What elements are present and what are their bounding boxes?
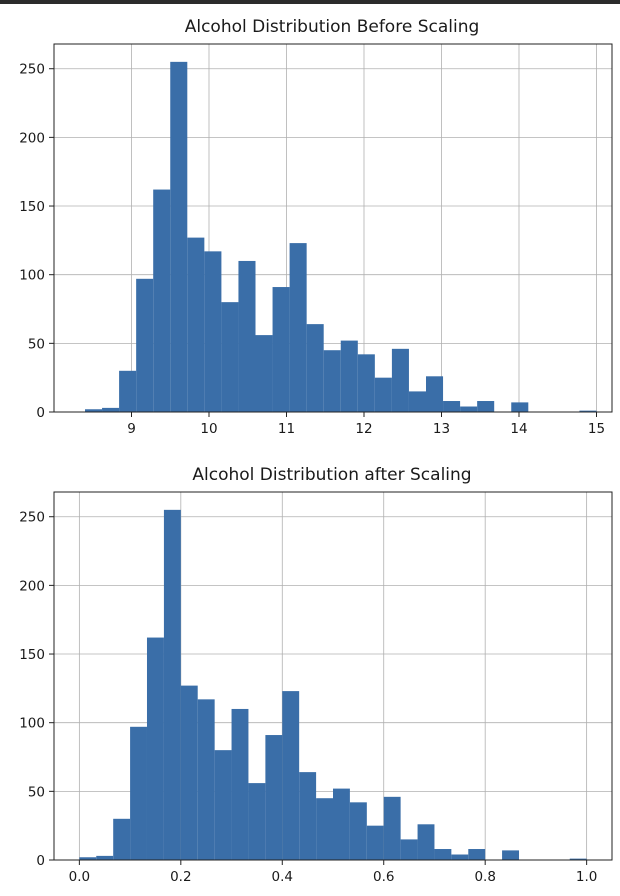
histogram-bar-after <box>113 818 131 860</box>
y-tick-label: 0 <box>36 405 45 421</box>
histogram-bar-before <box>391 348 409 412</box>
x-tick-label: 12 <box>355 421 372 437</box>
histogram-bar-after <box>502 850 520 860</box>
window-top-bar <box>0 0 620 4</box>
histogram-bar-after <box>569 858 587 860</box>
histogram-bar-before <box>170 61 188 413</box>
histogram-bar-before <box>323 350 341 412</box>
x-tick-label: 15 <box>588 421 605 437</box>
histogram-bar-after <box>299 772 317 860</box>
histogram-figure: Alcohol Distribution Before Scaling 9 10 1… <box>19 17 613 885</box>
histogram-bar-before <box>272 287 290 412</box>
x-tick-label: 10 <box>200 421 217 437</box>
chart-title-before-scaling: Alcohol Distribution Before Scaling <box>185 17 480 37</box>
histogram-bar-before <box>289 243 307 412</box>
histogram-bar-after <box>214 750 232 860</box>
histogram-bar-after <box>265 735 283 860</box>
histogram-bar-after <box>96 855 114 860</box>
histogram-bar-before <box>221 302 239 412</box>
histogram-bar-before <box>579 410 597 412</box>
histogram-bar-before <box>460 406 478 412</box>
histogram-bar-before <box>426 376 444 412</box>
y-tick-label: 150 <box>19 647 45 663</box>
y-tick-label: 0 <box>36 853 45 869</box>
x-tick-label: 14 <box>510 421 527 437</box>
y-tick-label: 150 <box>19 199 45 215</box>
x-tick-label: 0.2 <box>170 869 191 885</box>
histogram-bar-before <box>102 407 120 412</box>
histogram-bar-before <box>204 251 222 412</box>
x-tick-label: 1.0 <box>576 869 597 885</box>
histogram-bar-after <box>231 708 249 860</box>
histogram-bar-before <box>238 260 256 412</box>
y-tick-label: 200 <box>19 578 45 594</box>
histogram-bar-after <box>400 839 418 860</box>
x-tick-label: 0.0 <box>69 869 90 885</box>
x-tick-label: 0.6 <box>373 869 394 885</box>
axes-frame <box>53 43 613 413</box>
histogram-bar-after <box>248 783 266 860</box>
histogram-bar-after <box>366 825 384 860</box>
histogram-bar-before <box>119 370 137 412</box>
histogram-bar-after <box>316 798 333 860</box>
y-tick-label: 50 <box>28 336 45 352</box>
x-tick-label: 13 <box>433 421 450 437</box>
y-tick-label: 50 <box>28 784 45 800</box>
histogram-bar-after <box>130 726 147 860</box>
chart-panel-after-scaling: Alcohol Distribution after Scaling 0.0 0.… <box>19 465 613 885</box>
x-tick-label: 0.8 <box>474 869 495 885</box>
histogram-bar-before <box>136 278 154 412</box>
histogram-bar-after <box>417 824 435 860</box>
y-tick-label: 200 <box>19 130 45 146</box>
histogram-bar-after <box>451 854 469 860</box>
histogram-bar-before <box>477 401 495 412</box>
histogram-bar-after <box>434 849 452 860</box>
histogram-bar-after <box>282 691 300 860</box>
histogram-bar-after <box>333 788 350 860</box>
histogram-bar-before <box>443 401 461 412</box>
histogram-bar-before <box>340 340 358 412</box>
histogram-bar-before <box>374 377 392 412</box>
histogram-bar-before <box>187 237 205 412</box>
x-tick-label: 9 <box>127 421 136 437</box>
histogram-bar-after <box>383 796 401 860</box>
x-tick-label: 0.4 <box>272 869 293 885</box>
histogram-bar-before <box>85 409 103 412</box>
histogram-bar-after <box>146 637 164 860</box>
y-tick-label: 250 <box>19 62 45 78</box>
histogram-bar-after <box>349 802 367 860</box>
histogram-bar-after <box>79 857 97 860</box>
y-tick-label: 100 <box>19 716 45 732</box>
histogram-bar-after <box>468 849 486 860</box>
histogram-bar-before <box>153 189 171 412</box>
histogram-bar-before <box>306 324 324 412</box>
y-tick-label: 100 <box>19 268 45 284</box>
axes-frame <box>53 491 613 861</box>
chart-title-after-scaling: Alcohol Distribution after Scaling <box>192 465 471 485</box>
y-tick-label: 250 <box>19 510 45 526</box>
histogram-bar-before <box>408 391 426 412</box>
histogram-bar-after <box>180 685 198 860</box>
histogram-bar-after <box>163 509 181 860</box>
x-tick-label: 11 <box>278 421 295 437</box>
chart-panel-before-scaling: Alcohol Distribution Before Scaling 9 10 1… <box>19 17 613 437</box>
histogram-bar-before <box>255 335 273 412</box>
histogram-bar-before <box>357 354 375 412</box>
histogram-bar-after <box>197 699 215 860</box>
histogram-bar-before <box>511 402 529 412</box>
